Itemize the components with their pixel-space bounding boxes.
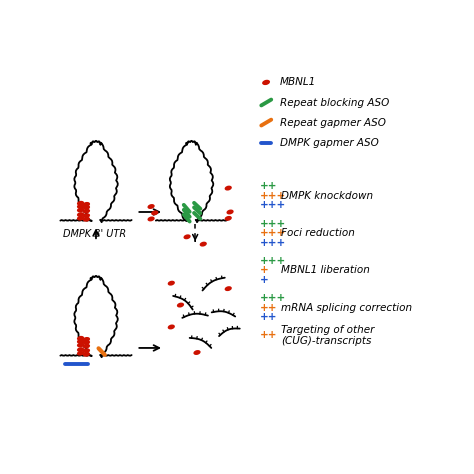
Ellipse shape [77, 212, 84, 217]
Ellipse shape [168, 325, 175, 329]
Text: +: + [259, 275, 268, 285]
Ellipse shape [83, 340, 90, 345]
Ellipse shape [83, 348, 90, 353]
Text: Foci reduction: Foci reduction [282, 228, 356, 238]
Ellipse shape [262, 80, 270, 85]
Text: mRNA splicing correction: mRNA splicing correction [282, 302, 413, 313]
Ellipse shape [77, 201, 84, 206]
Ellipse shape [227, 210, 234, 214]
Text: ++: ++ [259, 312, 277, 322]
Ellipse shape [83, 352, 90, 357]
Ellipse shape [151, 210, 158, 215]
Ellipse shape [77, 343, 84, 347]
Text: +: + [259, 265, 268, 275]
Ellipse shape [225, 286, 232, 291]
Ellipse shape [77, 216, 84, 220]
Ellipse shape [177, 302, 184, 308]
Text: +++: +++ [259, 201, 286, 210]
Ellipse shape [225, 216, 232, 221]
Text: Targeting of other
(CUG)-transcripts: Targeting of other (CUG)-transcripts [282, 325, 375, 346]
Text: DMPK knockdown: DMPK knockdown [282, 191, 374, 201]
Text: +++: +++ [259, 256, 286, 266]
Text: +++: +++ [259, 237, 286, 247]
Text: ++: ++ [259, 182, 277, 191]
Text: ++: ++ [259, 330, 277, 340]
Ellipse shape [77, 351, 84, 356]
Ellipse shape [77, 339, 84, 344]
Ellipse shape [168, 281, 175, 286]
Ellipse shape [77, 208, 84, 212]
Ellipse shape [183, 234, 191, 239]
Ellipse shape [83, 217, 90, 222]
Ellipse shape [83, 209, 90, 213]
Text: DMPK gapmer ASO: DMPK gapmer ASO [280, 137, 378, 147]
Ellipse shape [83, 337, 90, 342]
Text: Repeat blocking ASO: Repeat blocking ASO [280, 98, 389, 108]
Text: +++: +++ [259, 191, 286, 201]
Ellipse shape [83, 205, 90, 210]
Ellipse shape [83, 213, 90, 218]
Ellipse shape [200, 242, 207, 246]
Ellipse shape [77, 336, 84, 341]
Text: ++: ++ [259, 302, 277, 313]
Ellipse shape [147, 204, 155, 209]
Text: DMPK 3' UTR: DMPK 3' UTR [63, 229, 126, 239]
Ellipse shape [147, 217, 155, 221]
Ellipse shape [77, 347, 84, 352]
Text: MBNL1 liberation: MBNL1 liberation [282, 265, 370, 275]
Text: +++: +++ [259, 228, 286, 238]
Text: +++: +++ [259, 293, 286, 303]
Ellipse shape [83, 344, 90, 348]
Ellipse shape [83, 202, 90, 207]
Text: +++: +++ [259, 219, 286, 228]
Ellipse shape [77, 204, 84, 209]
Ellipse shape [193, 350, 201, 355]
Text: MBNL1: MBNL1 [280, 77, 316, 87]
Ellipse shape [225, 186, 232, 191]
Text: Repeat gapmer ASO: Repeat gapmer ASO [280, 118, 385, 128]
